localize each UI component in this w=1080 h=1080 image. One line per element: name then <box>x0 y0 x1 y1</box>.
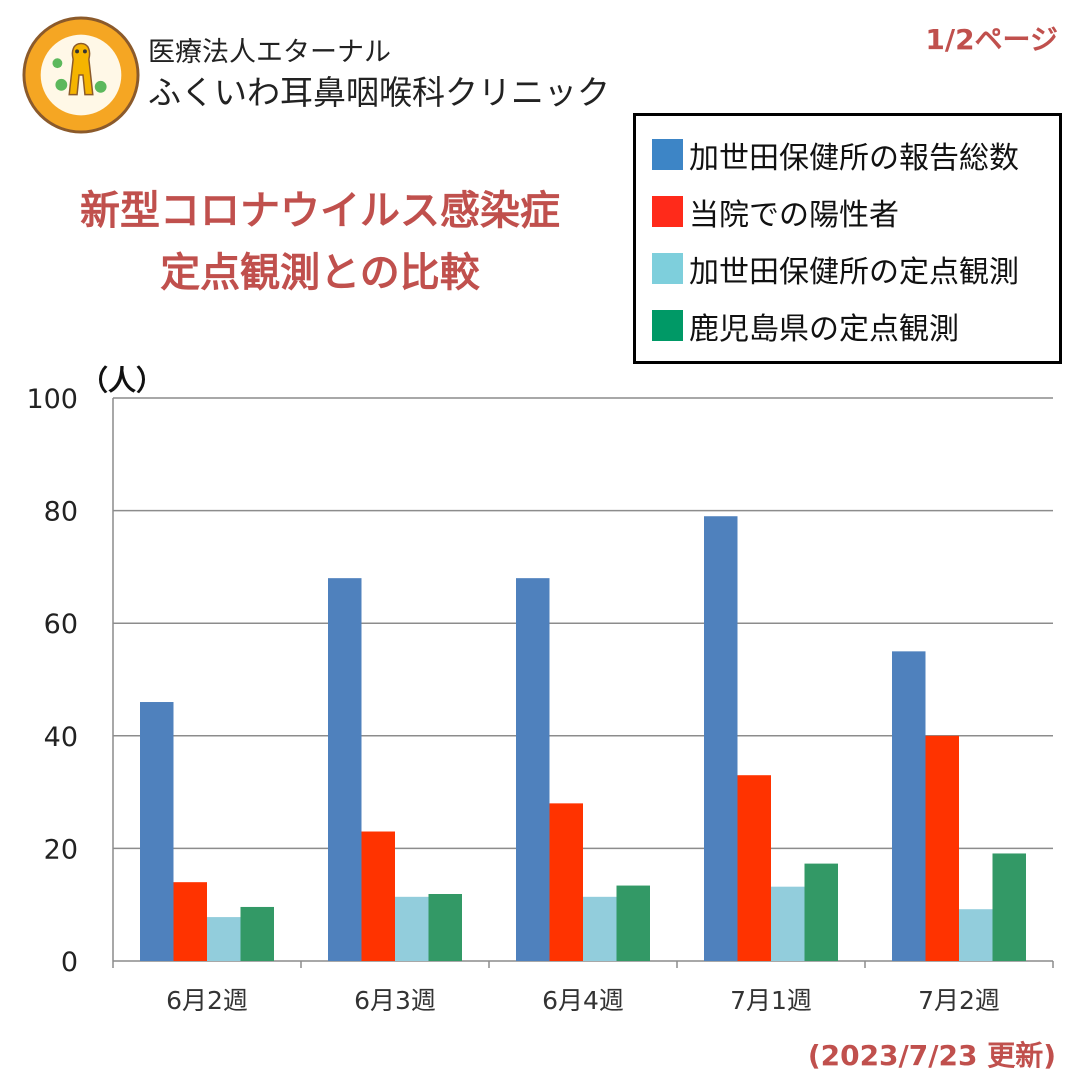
legend-label: 当院での陽性者 <box>689 197 899 233</box>
legend-swatch <box>652 253 683 284</box>
bar <box>428 894 462 961</box>
y-tick-label: 60 <box>44 609 78 640</box>
bar <box>395 896 429 961</box>
y-tick-label: 40 <box>44 722 78 753</box>
legend-item: 加世田保健所の定点観測 <box>652 240 1059 297</box>
bar <box>516 578 550 961</box>
legend-label: 鹿児島県の定点観測 <box>689 311 959 347</box>
y-unit-label: （人） <box>80 364 164 397</box>
x-tick-label: 7月1週 <box>730 986 812 1015</box>
bar <box>207 917 241 961</box>
bar <box>892 651 926 961</box>
clinic-name: ふくいわ耳鼻咽喉科クリニック <box>148 73 610 112</box>
page-indicator: 1/2ページ <box>925 23 1058 56</box>
bar <box>704 516 738 961</box>
chart-legend: 加世田保健所の報告総数 当院での陽性者 加世田保健所の定点観測 鹿児島県の定点観… <box>633 113 1062 364</box>
bar <box>959 909 993 961</box>
bar <box>328 578 362 961</box>
legend-swatch <box>652 196 683 227</box>
legend-item: 加世田保健所の報告総数 <box>652 126 1059 183</box>
x-tick-label: 6月4週 <box>542 986 624 1015</box>
legend-swatch <box>652 139 683 170</box>
x-tick-label: 7月2週 <box>918 986 1000 1015</box>
x-tick-label: 6月3週 <box>354 986 436 1015</box>
bar <box>925 735 959 961</box>
clinic-org: 医療法人エターナル <box>148 37 391 68</box>
chart-title-line2: 定点観測との比較 <box>160 250 480 296</box>
bar <box>771 886 805 961</box>
bar <box>583 896 617 961</box>
bar <box>361 831 395 961</box>
chart-title-line1: 新型コロナウイルス感染症 <box>80 188 560 234</box>
bar <box>173 882 207 961</box>
x-tick-label: 6月2週 <box>166 986 248 1015</box>
bar <box>240 906 274 961</box>
bar <box>616 885 650 961</box>
bar <box>804 863 838 961</box>
legend-item: 当院での陽性者 <box>652 183 1059 240</box>
y-tick-label: 80 <box>44 497 78 528</box>
y-tick-label: 100 <box>26 384 78 415</box>
bar <box>737 775 771 961</box>
y-tick-label: 20 <box>44 834 78 865</box>
y-tick-label: 0 <box>61 947 78 978</box>
updated-date: (2023/7/23 更新) <box>807 1039 1056 1072</box>
legend-swatch <box>652 310 683 341</box>
legend-item: 鹿児島県の定点観測 <box>652 297 1059 354</box>
legend-label: 加世田保健所の定点観測 <box>689 254 1019 290</box>
bar <box>992 853 1026 961</box>
bar <box>549 803 583 961</box>
clinic-logo <box>22 16 140 134</box>
bar <box>140 702 174 961</box>
legend-label: 加世田保健所の報告総数 <box>689 140 1019 176</box>
